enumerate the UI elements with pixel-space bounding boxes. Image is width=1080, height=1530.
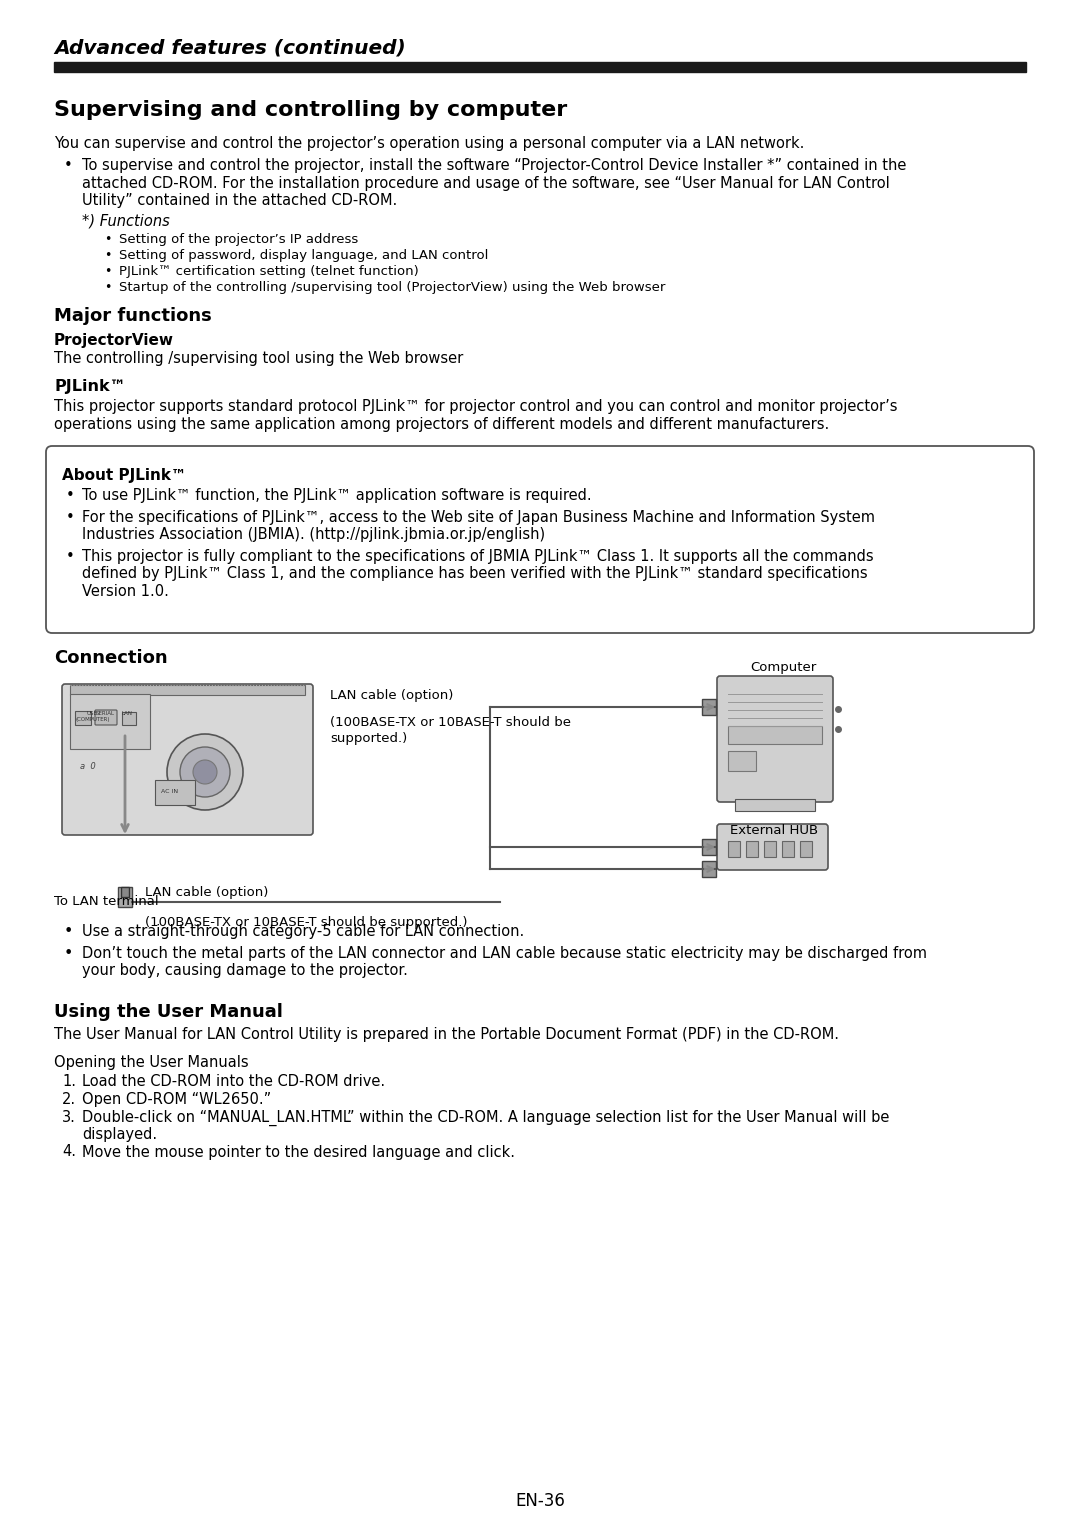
Text: Double-click on “MANUAL_LAN.HTML” within the CD-ROM. A language selection list f: Double-click on “MANUAL_LAN.HTML” within… bbox=[82, 1109, 889, 1126]
Text: attached CD-ROM. For the installation procedure and usage of the software, see “: attached CD-ROM. For the installation pr… bbox=[82, 176, 890, 191]
Bar bbox=[782, 842, 794, 857]
Circle shape bbox=[180, 747, 230, 797]
Text: External HUB: External HUB bbox=[730, 825, 819, 837]
Bar bbox=[728, 751, 756, 771]
Text: ProjectorView: ProjectorView bbox=[54, 334, 174, 347]
Text: •: • bbox=[64, 946, 73, 961]
Bar bbox=[800, 842, 812, 857]
Text: Utility” contained in the attached CD-ROM.: Utility” contained in the attached CD-RO… bbox=[82, 193, 397, 208]
Text: •: • bbox=[64, 158, 72, 173]
Text: Opening the User Manuals: Opening the User Manuals bbox=[54, 1056, 248, 1069]
Text: This projector is fully compliant to the specifications of JBMIA PJLink™ Class 1: This projector is fully compliant to the… bbox=[82, 548, 874, 563]
Text: •: • bbox=[66, 548, 75, 563]
Text: supported.): supported.) bbox=[330, 731, 407, 745]
Text: USB
(COMPUTER): USB (COMPUTER) bbox=[75, 711, 109, 722]
Text: To LAN terminal: To LAN terminal bbox=[54, 895, 159, 907]
Text: You can supervise and control the projector’s operation using a personal compute: You can supervise and control the projec… bbox=[54, 136, 805, 151]
Bar bbox=[70, 685, 305, 695]
Text: Advanced features (continued): Advanced features (continued) bbox=[54, 38, 406, 57]
Bar bbox=[121, 887, 129, 897]
Text: Using the User Manual: Using the User Manual bbox=[54, 1002, 283, 1021]
Text: your body, causing damage to the projector.: your body, causing damage to the project… bbox=[82, 962, 408, 978]
Text: Startup of the controlling /supervising tool (ProjectorView) using the Web brows: Startup of the controlling /supervising … bbox=[119, 282, 665, 294]
Text: *) Functions: *) Functions bbox=[82, 214, 170, 228]
Text: Major functions: Major functions bbox=[54, 308, 212, 324]
Text: •: • bbox=[104, 282, 111, 294]
Text: For the specifications of PJLink™, access to the Web site of Japan Business Mach: For the specifications of PJLink™, acces… bbox=[82, 509, 875, 525]
Text: LAN: LAN bbox=[122, 711, 133, 716]
Text: displayed.: displayed. bbox=[82, 1128, 157, 1141]
Text: PJLink™: PJLink™ bbox=[54, 379, 125, 395]
Text: PJLink™ certification setting (telnet function): PJLink™ certification setting (telnet fu… bbox=[119, 265, 419, 278]
Text: •: • bbox=[66, 488, 75, 503]
Text: a  0: a 0 bbox=[80, 762, 96, 771]
Bar bbox=[118, 887, 132, 907]
Bar bbox=[156, 780, 195, 805]
Bar bbox=[735, 799, 815, 811]
Circle shape bbox=[167, 734, 243, 809]
Text: SERIAL: SERIAL bbox=[96, 711, 114, 716]
Bar bbox=[702, 861, 716, 877]
Text: Connection: Connection bbox=[54, 649, 167, 667]
Text: AC IN: AC IN bbox=[161, 789, 178, 794]
Bar bbox=[702, 838, 716, 855]
Text: •: • bbox=[66, 509, 75, 525]
Text: Load the CD-ROM into the CD-ROM drive.: Load the CD-ROM into the CD-ROM drive. bbox=[82, 1074, 386, 1089]
Text: Don’t touch the metal parts of the LAN connector and LAN cable because static el: Don’t touch the metal parts of the LAN c… bbox=[82, 946, 927, 961]
FancyBboxPatch shape bbox=[62, 684, 313, 835]
Text: •: • bbox=[104, 265, 111, 278]
Text: •: • bbox=[64, 924, 73, 939]
Bar bbox=[746, 842, 758, 857]
Text: •: • bbox=[104, 233, 111, 246]
Text: •: • bbox=[104, 249, 111, 262]
Bar bbox=[728, 727, 822, 744]
Text: EN-36: EN-36 bbox=[515, 1492, 565, 1510]
Bar bbox=[54, 63, 1026, 72]
Text: The controlling /supervising tool using the Web browser: The controlling /supervising tool using … bbox=[54, 350, 463, 366]
Text: (100BASE-TX or 10BASE-T should be: (100BASE-TX or 10BASE-T should be bbox=[330, 716, 571, 728]
Text: operations using the same application among projectors of different models and d: operations using the same application am… bbox=[54, 416, 829, 431]
Text: 4.: 4. bbox=[62, 1144, 76, 1160]
FancyBboxPatch shape bbox=[46, 447, 1034, 633]
Text: About PJLink™: About PJLink™ bbox=[62, 468, 186, 483]
FancyBboxPatch shape bbox=[717, 676, 833, 802]
Text: LAN cable (option): LAN cable (option) bbox=[145, 886, 268, 900]
Text: 2.: 2. bbox=[62, 1092, 76, 1108]
Text: Open CD-ROM “WL2650.”: Open CD-ROM “WL2650.” bbox=[82, 1092, 271, 1108]
Text: Setting of password, display language, and LAN control: Setting of password, display language, a… bbox=[119, 249, 488, 262]
Bar bbox=[122, 711, 136, 725]
Text: Version 1.0.: Version 1.0. bbox=[82, 583, 168, 598]
Text: Move the mouse pointer to the desired language and click.: Move the mouse pointer to the desired la… bbox=[82, 1144, 515, 1160]
Text: To supervise and control the projector, install the software “Projector-Control : To supervise and control the projector, … bbox=[82, 158, 906, 173]
Text: This projector supports standard protocol PJLink™ for projector control and you : This projector supports standard protoco… bbox=[54, 399, 897, 415]
FancyBboxPatch shape bbox=[717, 825, 828, 871]
Text: 3.: 3. bbox=[62, 1109, 76, 1125]
Text: Supervising and controlling by computer: Supervising and controlling by computer bbox=[54, 99, 567, 119]
Circle shape bbox=[193, 760, 217, 783]
Bar bbox=[702, 699, 716, 715]
Text: LAN cable (option): LAN cable (option) bbox=[330, 688, 454, 702]
Bar bbox=[75, 711, 91, 725]
Bar bbox=[728, 842, 740, 857]
FancyBboxPatch shape bbox=[95, 710, 117, 725]
Bar bbox=[764, 842, 777, 857]
Text: To use PJLink™ function, the PJLink™ application software is required.: To use PJLink™ function, the PJLink™ app… bbox=[82, 488, 592, 503]
Text: The User Manual for LAN Control Utility is prepared in the Portable Document For: The User Manual for LAN Control Utility … bbox=[54, 1028, 839, 1042]
Text: Use a straight-through category-5 cable for LAN connection.: Use a straight-through category-5 cable … bbox=[82, 924, 524, 939]
Text: Setting of the projector’s IP address: Setting of the projector’s IP address bbox=[119, 233, 359, 246]
Text: (100BASE-TX or 10BASE-T should be supported.): (100BASE-TX or 10BASE-T should be suppor… bbox=[145, 916, 468, 929]
Text: Industries Association (JBMIA). (http://pjlink.jbmia.or.jp/english): Industries Association (JBMIA). (http://… bbox=[82, 526, 545, 542]
Text: Computer: Computer bbox=[750, 661, 816, 675]
Bar bbox=[70, 695, 150, 750]
Text: defined by PJLink™ Class 1, and the compliance has been verified with the PJLink: defined by PJLink™ Class 1, and the comp… bbox=[82, 566, 867, 581]
Text: 1.: 1. bbox=[62, 1074, 76, 1089]
